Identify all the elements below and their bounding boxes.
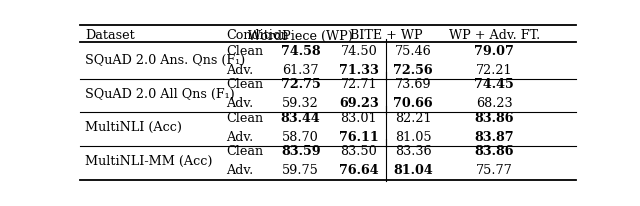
Text: 75.77: 75.77 bbox=[476, 163, 513, 176]
Text: 71.33: 71.33 bbox=[339, 63, 379, 76]
Text: 61.37: 61.37 bbox=[282, 63, 319, 76]
Text: 58.70: 58.70 bbox=[282, 130, 319, 143]
Text: Clean: Clean bbox=[227, 78, 264, 91]
Text: SQuAD 2.0 All Qns (F₁): SQuAD 2.0 All Qns (F₁) bbox=[85, 87, 235, 100]
Text: 74.50: 74.50 bbox=[340, 44, 377, 57]
Text: Condition: Condition bbox=[227, 29, 289, 42]
Text: 83.86: 83.86 bbox=[474, 111, 514, 124]
Text: WP + Adv. FT.: WP + Adv. FT. bbox=[449, 29, 540, 42]
Text: 70.66: 70.66 bbox=[394, 97, 433, 110]
Text: 74.58: 74.58 bbox=[281, 44, 321, 57]
Text: Dataset: Dataset bbox=[85, 29, 134, 42]
Text: Clean: Clean bbox=[227, 111, 264, 124]
Text: 83.01: 83.01 bbox=[340, 111, 377, 124]
Text: 81.05: 81.05 bbox=[395, 130, 431, 143]
Text: 83.50: 83.50 bbox=[340, 144, 377, 157]
Text: 82.21: 82.21 bbox=[395, 111, 431, 124]
Text: 75.46: 75.46 bbox=[395, 44, 432, 57]
Text: 72.21: 72.21 bbox=[476, 63, 513, 76]
Text: 81.04: 81.04 bbox=[394, 163, 433, 176]
Text: WordPiece (WP): WordPiece (WP) bbox=[248, 29, 353, 42]
Text: Adv.: Adv. bbox=[227, 63, 253, 76]
Text: Adv.: Adv. bbox=[227, 97, 253, 110]
Text: 59.75: 59.75 bbox=[282, 163, 319, 176]
Text: 79.07: 79.07 bbox=[474, 44, 514, 57]
Text: BITE + WP: BITE + WP bbox=[349, 29, 422, 42]
Text: Adv.: Adv. bbox=[227, 163, 253, 176]
Text: 72.71: 72.71 bbox=[340, 78, 377, 91]
Text: 59.32: 59.32 bbox=[282, 97, 319, 110]
Text: 69.23: 69.23 bbox=[339, 97, 379, 110]
Text: 68.23: 68.23 bbox=[476, 97, 513, 110]
Text: Clean: Clean bbox=[227, 144, 264, 157]
Text: 72.56: 72.56 bbox=[394, 63, 433, 76]
Text: 76.64: 76.64 bbox=[339, 163, 379, 176]
Text: 74.45: 74.45 bbox=[474, 78, 514, 91]
Text: 83.44: 83.44 bbox=[281, 111, 321, 124]
Text: Adv.: Adv. bbox=[227, 130, 253, 143]
Text: MultiNLI (Acc): MultiNLI (Acc) bbox=[85, 121, 182, 133]
Text: MultiNLI-MM (Acc): MultiNLI-MM (Acc) bbox=[85, 154, 212, 167]
Text: SQuAD 2.0 Ans. Qns (F₁): SQuAD 2.0 Ans. Qns (F₁) bbox=[85, 54, 245, 67]
Text: 83.59: 83.59 bbox=[281, 144, 321, 157]
Text: 83.36: 83.36 bbox=[395, 144, 431, 157]
Text: 83.86: 83.86 bbox=[474, 144, 514, 157]
Text: 76.11: 76.11 bbox=[339, 130, 379, 143]
Text: 73.69: 73.69 bbox=[395, 78, 431, 91]
Text: 72.75: 72.75 bbox=[281, 78, 321, 91]
Text: 83.87: 83.87 bbox=[474, 130, 514, 143]
Text: Clean: Clean bbox=[227, 44, 264, 57]
